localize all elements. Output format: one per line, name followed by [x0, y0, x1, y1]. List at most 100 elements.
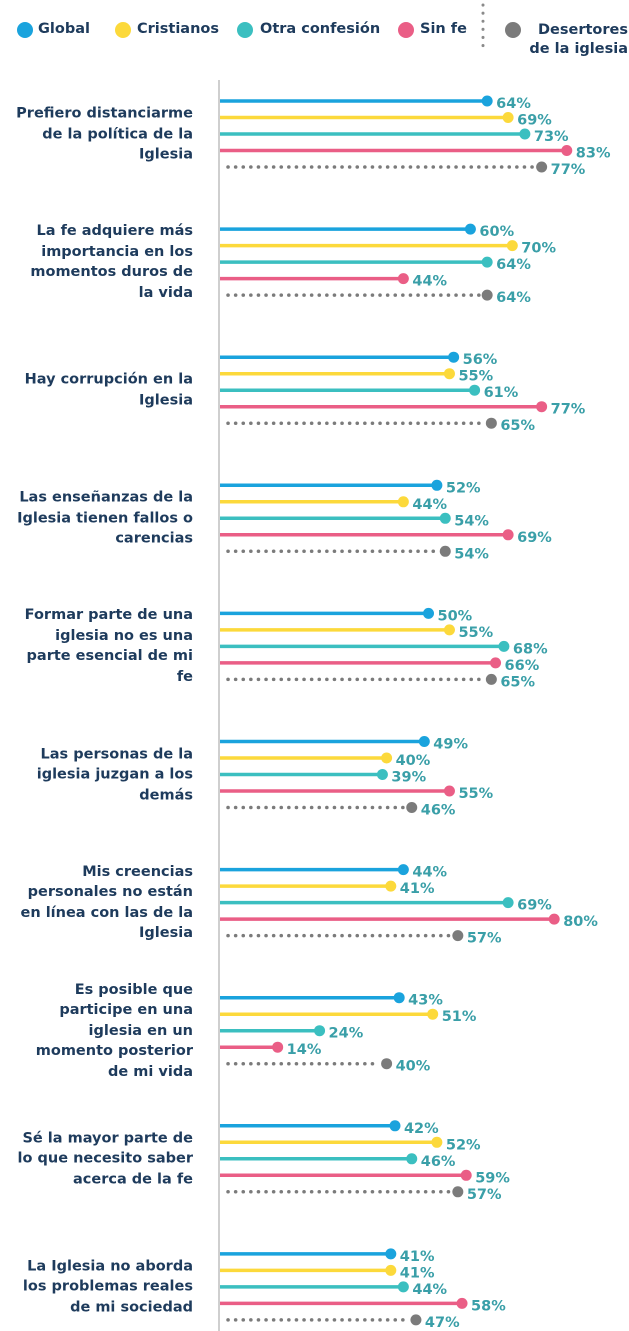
value-label: 52%	[446, 480, 481, 496]
value-label: 40%	[396, 753, 431, 769]
lollipop-dot	[443, 785, 455, 797]
lollipop-dot	[393, 992, 405, 1004]
value-label: 14%	[287, 1042, 322, 1058]
lollipop-dot	[452, 1186, 464, 1198]
lollipop-dot	[385, 1248, 397, 1260]
value-label: 43%	[408, 993, 443, 1009]
value-label: 51%	[442, 1009, 477, 1025]
lollipop-dot	[485, 673, 497, 685]
lollipop-dot	[502, 112, 514, 123]
lollipop-dot	[502, 897, 514, 909]
lollipop-dot	[519, 128, 531, 140]
category-label: Las personas de la iglesia juzgan a los …	[36, 745, 193, 803]
value-label: 42%	[404, 1121, 439, 1137]
value-label: 61%	[484, 385, 519, 401]
lollipop-dot	[469, 384, 481, 396]
value-label: 65%	[500, 674, 535, 690]
lollipop-dot	[406, 1153, 418, 1165]
value-label: 70%	[521, 241, 556, 257]
value-label: 54%	[454, 546, 489, 562]
lollipop-dot	[536, 401, 548, 413]
lollipop-dot	[456, 1297, 468, 1309]
category-label: Hay corrupción en la Iglesia	[24, 371, 193, 409]
value-label: 77%	[551, 162, 586, 178]
value-label: 60%	[479, 224, 514, 240]
lollipop-dot	[481, 256, 493, 268]
value-label: 69%	[517, 898, 552, 914]
value-label: 44%	[412, 865, 447, 881]
value-label: 41%	[400, 881, 435, 897]
lollipop-dot	[481, 95, 493, 107]
lollipop-dot	[397, 1281, 409, 1293]
lollipop-dot	[561, 145, 573, 156]
value-label: 57%	[467, 1187, 502, 1203]
lollipop-dot	[506, 240, 518, 252]
lollipop-dot	[481, 289, 493, 301]
legend-label: Global	[38, 21, 90, 37]
lollipop-dot	[548, 913, 560, 925]
value-label: 44%	[412, 1282, 447, 1298]
lollipop-dot	[272, 1041, 284, 1053]
value-label: 41%	[400, 1249, 435, 1265]
value-label: 24%	[329, 1026, 364, 1042]
lollipop-dot	[423, 607, 434, 619]
value-label: 46%	[421, 1154, 456, 1170]
lollipop-dot	[536, 161, 548, 173]
lollipop-dot	[427, 1008, 439, 1020]
value-label: 49%	[433, 737, 468, 753]
value-label: 66%	[505, 658, 540, 674]
value-label: 55%	[458, 625, 493, 641]
value-label: 50%	[438, 608, 473, 624]
lollipop-dot	[490, 657, 502, 669]
lollipop-dot	[385, 1264, 397, 1276]
lollipop-dot	[498, 640, 510, 652]
lollipop-dot	[439, 545, 451, 557]
value-label: 65%	[500, 418, 535, 434]
lollipop-dot	[448, 351, 460, 363]
legend-label: Sin fe	[420, 21, 467, 37]
legend-swatch	[115, 22, 131, 38]
lollipop-dot	[464, 223, 476, 235]
lollipop-dot	[314, 1025, 326, 1037]
lollipop-dot	[397, 496, 409, 508]
lollipop-dot	[443, 368, 455, 380]
lollipop-dot	[376, 769, 388, 780]
value-label: 77%	[551, 402, 586, 418]
lollipop-dot	[397, 864, 409, 876]
value-label: 69%	[517, 113, 552, 129]
lollipop-dot	[431, 1136, 443, 1148]
lollipop-dot	[439, 512, 451, 524]
value-label: 64%	[496, 290, 531, 306]
value-label: 56%	[463, 352, 498, 368]
legend-label: Cristianos	[137, 21, 219, 37]
value-label: 44%	[412, 274, 447, 290]
category-label: Las enseñanzas de la Iglesia tienen fall…	[17, 489, 193, 547]
lollipop-dot	[418, 736, 430, 747]
lollipop-dot	[410, 1314, 422, 1326]
value-label: 57%	[467, 931, 502, 947]
value-label: 64%	[496, 96, 531, 112]
value-label: 73%	[534, 129, 569, 145]
lollipop-dot	[460, 1169, 472, 1181]
legend-label: Otra confesión	[260, 21, 381, 37]
value-label: 59%	[475, 1170, 510, 1186]
legend-swatch	[505, 22, 521, 38]
lollipop-dot	[389, 1120, 401, 1132]
legend-label: Desertores de la iglesia	[529, 22, 628, 57]
category-label: Es posible que participe en una iglesia …	[35, 981, 193, 1080]
lollipop-dot	[381, 752, 393, 764]
legend-swatch	[237, 22, 253, 38]
value-label: 68%	[513, 641, 548, 657]
category-label: La fe adquiere más importancia en los mo…	[30, 223, 193, 301]
value-label: 39%	[391, 770, 426, 786]
lollipop-dot	[452, 930, 464, 942]
lollipop-dot	[381, 1058, 393, 1070]
category-label: Mis creencias personales no están en lín…	[20, 863, 193, 942]
value-label: 55%	[458, 369, 493, 385]
lollipop-dot	[485, 417, 497, 429]
value-label: 69%	[517, 530, 552, 546]
value-label: 58%	[471, 1298, 506, 1314]
lollipop-dot	[431, 479, 443, 491]
lollipop-dot	[443, 624, 455, 636]
